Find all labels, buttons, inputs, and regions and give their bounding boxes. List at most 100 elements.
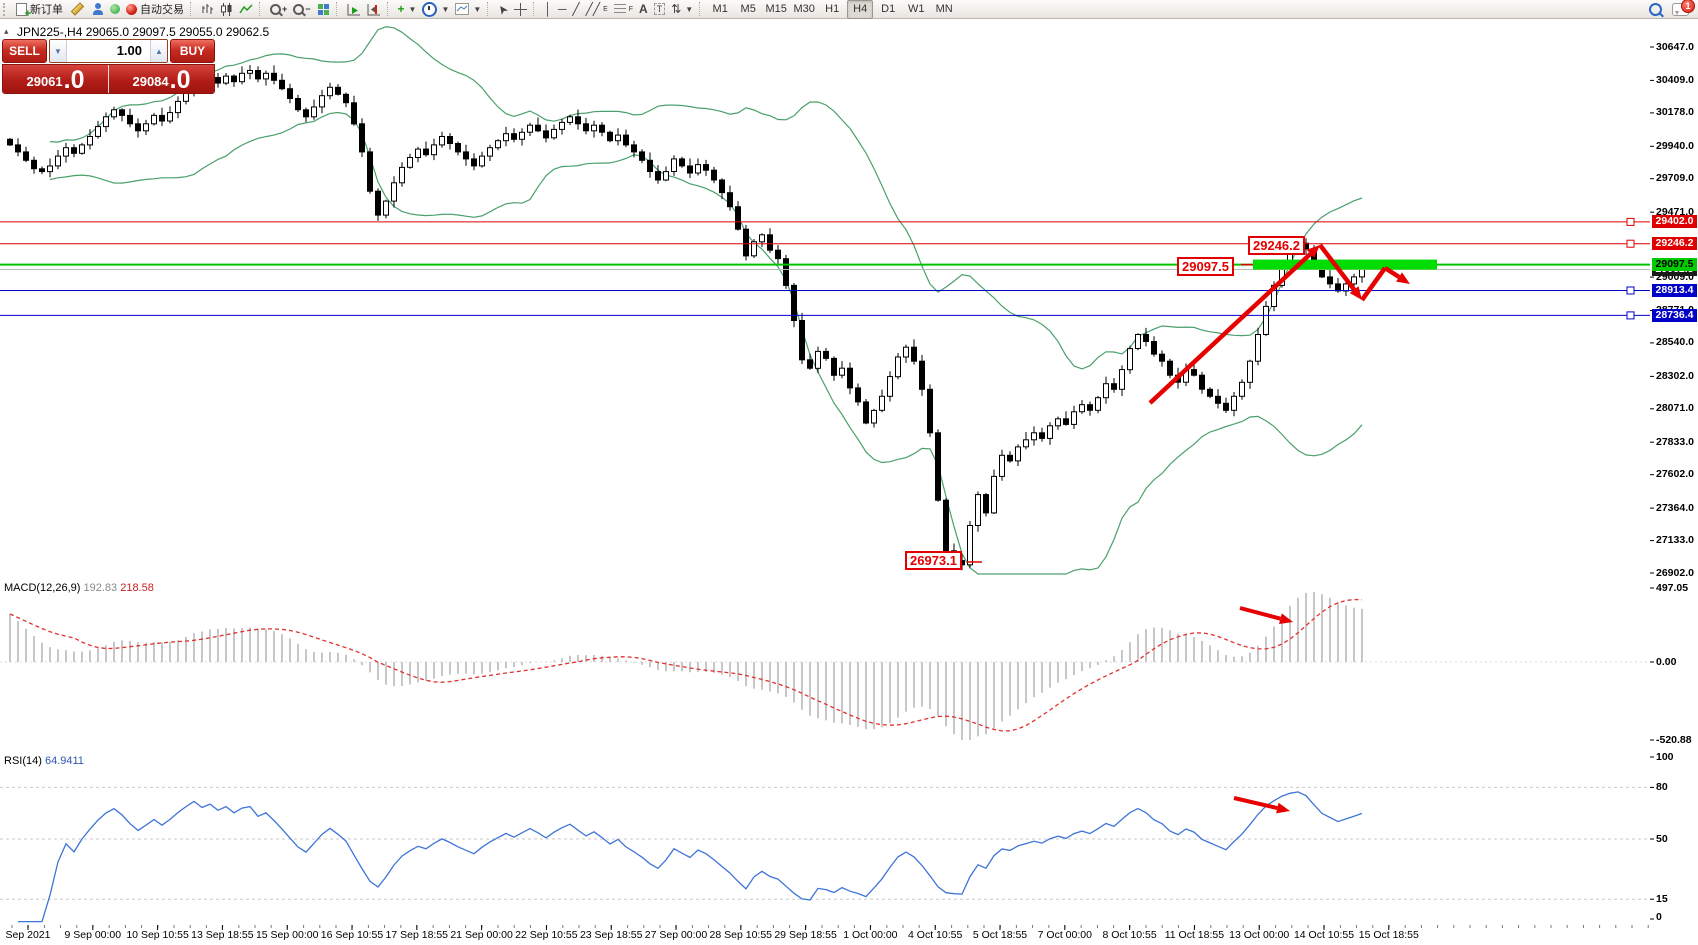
auto-scroll-button[interactable] <box>344 1 364 18</box>
candlestick-mode-button[interactable] <box>217 1 236 18</box>
price-axis-tick: 30178.0 <box>1656 106 1694 119</box>
signals-button[interactable] <box>107 1 123 18</box>
indicators-button[interactable]: + ▼ <box>395 1 420 18</box>
price-level-tag: 29246.2 <box>1652 237 1697 251</box>
macd-axis-tick: 0.00 <box>1656 655 1677 668</box>
macd-signal-value: 218.58 <box>120 582 154 594</box>
volume-increase-button[interactable]: ▲ <box>150 40 167 62</box>
sell-button[interactable]: SELL <box>2 39 47 63</box>
line-chart-mode-button[interactable] <box>236 1 256 18</box>
text-tool[interactable]: A <box>636 1 651 18</box>
volume-stepper: ▼ 1.00 ▲ <box>49 39 168 63</box>
trend-arrows[interactable] <box>1148 243 1410 814</box>
new-order-button[interactable]: 新订单 <box>13 1 66 20</box>
zoom-in-button[interactable]: + <box>267 1 290 18</box>
clock-icon <box>422 1 438 17</box>
notification-badge: 1 <box>1681 0 1695 13</box>
cursor-arrow-icon: ➤ <box>494 1 512 18</box>
crosshair-tool-button[interactable] <box>511 1 530 18</box>
bar-chart-icon <box>202 3 213 14</box>
text-icon: A <box>639 1 648 16</box>
tile-windows-button[interactable] <box>314 1 333 18</box>
cursor-tool-button[interactable]: ➤ <box>494 1 512 18</box>
vertical-line-tool[interactable]: │ <box>541 1 555 18</box>
price-level-tag: 28736.4 <box>1652 308 1697 322</box>
bid-price[interactable]: 29061 .0 <box>3 65 109 93</box>
horizontal-line-tool[interactable]: ─ <box>555 1 570 18</box>
bar-chart-mode-button[interactable] <box>198 1 217 18</box>
time-axis-label: 16 Sep 10:55 <box>320 929 384 941</box>
timeframe-mn[interactable]: MN <box>935 3 953 15</box>
swing-low-annotation[interactable]: 26973.1 <box>905 551 962 570</box>
bid-price-big-digit: .0 <box>63 66 85 94</box>
channel-tool[interactable]: ╱╱ E <box>585 1 608 16</box>
time-axis-label: 17 Sep 18:55 <box>385 929 449 941</box>
time-axis-label: 29 Sep 18:55 <box>774 929 837 941</box>
zoom-in-icon <box>270 3 281 15</box>
price-level-tag: 29402.0 <box>1652 215 1697 229</box>
timeframe-h1[interactable]: H1 <box>825 3 840 15</box>
zone-price-annotation[interactable]: 29097.5 <box>1177 257 1234 276</box>
label-tool[interactable]: T <box>651 1 669 18</box>
fibonacci-icon <box>613 4 626 14</box>
timeframe-m5[interactable]: M5 <box>740 3 756 15</box>
time-axis-label: 10 Sep 10:55 <box>126 929 189 941</box>
time-axis-label: 21 Sep 00:00 <box>450 929 513 941</box>
ask-price[interactable]: 29084 .0 <box>109 65 214 93</box>
time-axis-label: 14 Oct 10:55 <box>1293 929 1355 941</box>
chevron-down-icon: ▼ <box>408 4 417 14</box>
arrows-tool[interactable]: ⇅ ▼ <box>668 1 696 18</box>
price-axis-tick: 29709.0 <box>1656 172 1694 185</box>
time-axis-label: 15 Oct 18:55 <box>1358 929 1419 941</box>
label-icon: T <box>653 3 666 15</box>
rsi-indicator-label: RSI(14) 64.9411 <box>4 755 84 767</box>
periods-button[interactable]: ▼ <box>419 1 452 18</box>
timeframe-m1[interactable]: M1 <box>712 3 728 15</box>
horizontal-level-lines[interactable] <box>0 217 1650 563</box>
time-axis-label: 5 Oct 18:55 <box>972 929 1028 941</box>
time-axis-label: 13 Oct 00:00 <box>1229 929 1290 941</box>
price-axis-tick: 28302.0 <box>1656 369 1694 382</box>
candlestick-icon <box>221 2 232 16</box>
time-axis-label: 1 Oct 00:00 <box>843 929 898 941</box>
templates-button[interactable]: ▼ <box>452 1 484 18</box>
price-level-tag: 28913.4 <box>1652 283 1697 297</box>
timeframe-m15[interactable]: M15 <box>765 3 787 15</box>
time-axis-label: 22 Sep 10:55 <box>515 929 578 941</box>
panel-collapse-icon[interactable]: ▴ <box>4 26 9 36</box>
price-axis-tick: 28540.0 <box>1656 336 1694 349</box>
chat-icon[interactable]: 1 <box>1672 0 1695 16</box>
volume-decrease-button[interactable]: ▼ <box>50 40 67 62</box>
time-axis-label: 9 Sep 00:00 <box>64 929 122 941</box>
zoom-out-button[interactable]: − <box>290 1 313 18</box>
time-axis-label: 8 Oct 10:55 <box>1102 929 1157 941</box>
chevron-down-icon: ▼ <box>473 4 482 14</box>
volume-input[interactable]: 1.00 <box>116 43 142 58</box>
add-indicator-icon: + <box>397 1 405 16</box>
macd-main-value: 192.83 <box>83 582 118 594</box>
resistance-price-annotation[interactable]: 29246.2 <box>1248 236 1305 255</box>
fibonacci-tool[interactable]: F <box>611 1 636 18</box>
person-icon <box>92 3 104 15</box>
trendline-icon: ╱ <box>572 1 580 16</box>
timeframe-m30[interactable]: M30 <box>793 3 815 15</box>
price-axis-tick: 30647.0 <box>1656 40 1694 53</box>
search-icon[interactable] <box>1649 2 1662 16</box>
macd-name: MACD(12,26,9) <box>4 582 81 594</box>
timeframe-w1[interactable]: W1 <box>907 3 925 15</box>
buy-button[interactable]: BUY <box>170 39 215 63</box>
crayon-tool-button[interactable] <box>66 1 89 18</box>
timeframe-d1[interactable]: D1 <box>881 3 896 15</box>
macd-indicator-label: MACD(12,26,9) 192.83 218.58 <box>4 582 154 594</box>
time-axis-label: 4 Oct 10:55 <box>908 929 963 941</box>
trendline-tool[interactable]: ╱ <box>569 1 582 18</box>
timeframe-h4[interactable]: H4 <box>847 0 874 19</box>
time-axis-label: 28 Sep 10:55 <box>709 929 773 941</box>
crosshair-icon <box>514 2 528 16</box>
price-axis-tick: 29009.0 <box>1656 270 1694 283</box>
community-button[interactable] <box>89 1 107 18</box>
chart-shift-button[interactable] <box>364 1 384 18</box>
autotrading-button[interactable]: 自动交易 <box>123 1 187 18</box>
toolbar: 新订单 自动交易 + − +▼ ▼ ▼ ➤ <box>0 0 1698 20</box>
